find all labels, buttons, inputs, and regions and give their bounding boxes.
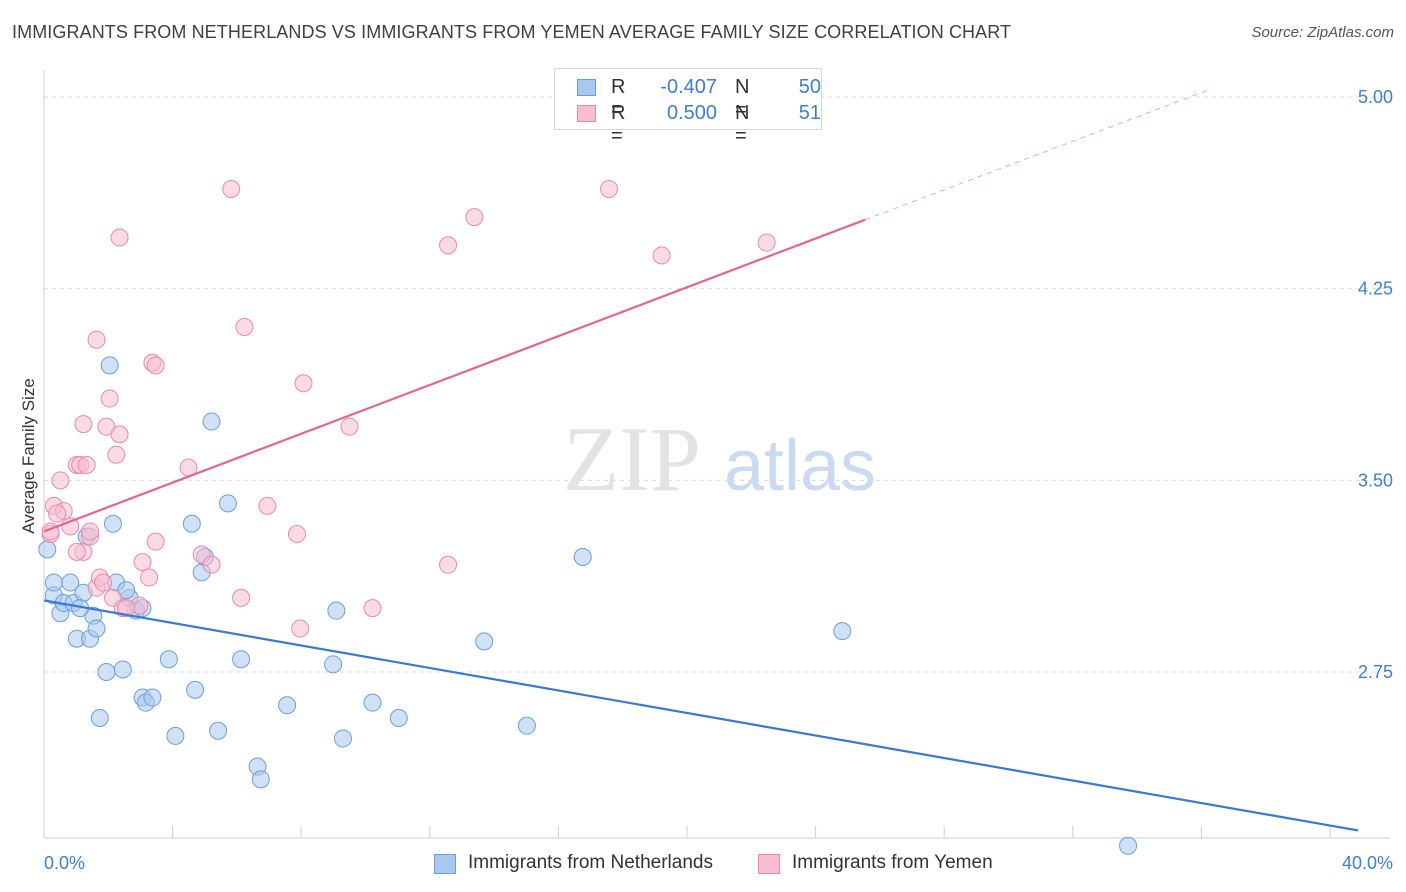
series-yemen-points — [41, 180, 776, 638]
trend-lines — [43, 88, 1359, 832]
data-point-yemen — [107, 445, 126, 464]
data-point-yemen — [287, 525, 306, 543]
legend-r-label: R = — [611, 102, 626, 147]
data-point-netherlands — [103, 514, 122, 533]
legend-r-value: 0.500 — [666, 102, 717, 124]
data-point-yemen — [222, 180, 241, 198]
chart-title: IMMIGRANTS FROM NETHERLANDS VS IMMIGRANT… — [12, 22, 1012, 42]
data-point-netherlands — [389, 709, 408, 727]
legend-swatch-pink — [577, 105, 596, 122]
data-point-netherlands — [363, 693, 382, 712]
legend-swatch-pink — [758, 854, 780, 874]
data-point-yemen — [51, 471, 70, 490]
y-tick-label: 3.50 — [1358, 470, 1393, 490]
x-tick-label-max: 40.0% — [1342, 853, 1393, 873]
data-point-netherlands — [143, 688, 162, 707]
data-point-yemen — [202, 555, 221, 574]
data-point-netherlands — [113, 660, 132, 679]
data-point-yemen — [146, 532, 165, 551]
data-point-netherlands — [186, 680, 205, 699]
data-point-yemen — [439, 555, 458, 574]
series-legend-label: Immigrants from Netherlands — [468, 852, 713, 873]
legend-swatch-blue — [434, 854, 456, 874]
data-point-yemen — [133, 553, 152, 572]
data-point-yemen — [94, 573, 113, 592]
data-point-netherlands — [87, 619, 106, 638]
trend-line-yemen — [43, 218, 866, 533]
data-point-yemen — [652, 246, 671, 265]
data-point-yemen — [117, 599, 136, 618]
data-point-yemen — [80, 522, 99, 541]
x-tick-label-min: 0.0% — [44, 853, 85, 873]
grid-lines — [44, 96, 1390, 673]
data-point-netherlands — [97, 663, 116, 681]
y-axis-label: Average Family Size — [19, 378, 38, 534]
data-point-yemen — [74, 415, 93, 434]
data-point-yemen — [258, 496, 277, 515]
data-point-netherlands — [475, 632, 494, 651]
data-point-yemen — [439, 236, 458, 255]
data-point-netherlands — [44, 573, 63, 592]
source-label: Source: ZipAtlas.com — [1251, 24, 1394, 41]
legend-r-value: -0.407 — [660, 76, 717, 98]
legend-r-label: R = — [611, 76, 626, 121]
data-point-yemen — [232, 588, 251, 607]
data-point-yemen — [363, 599, 382, 618]
series-legend-label: Immigrants from Yemen — [792, 852, 993, 873]
y-tick-label: 2.75 — [1358, 662, 1393, 682]
watermark-atlas: atlas — [724, 426, 876, 506]
data-point-netherlands — [232, 650, 251, 669]
data-point-netherlands — [278, 696, 297, 715]
data-point-yemen — [235, 318, 254, 336]
y-tick-label: 5.00 — [1358, 87, 1393, 107]
data-point-netherlands — [166, 726, 185, 745]
data-point-yemen — [340, 417, 359, 436]
data-point-yemen — [600, 180, 619, 198]
trend-extrapolation-yemen — [865, 88, 1211, 221]
legend-n-label: N = — [735, 76, 750, 121]
data-point-netherlands — [218, 494, 237, 513]
legend-n-value: 51 — [798, 102, 821, 124]
data-point-yemen — [100, 389, 119, 408]
data-point-netherlands — [333, 729, 352, 748]
watermark-zip: ZIP — [563, 408, 701, 510]
data-point-netherlands — [517, 716, 536, 735]
data-point-netherlands — [327, 601, 346, 620]
legend-swatch-blue — [577, 79, 596, 96]
data-point-yemen — [67, 542, 86, 561]
data-point-netherlands — [182, 514, 201, 533]
data-point-netherlands — [251, 770, 270, 789]
y-tick-label: 4.25 — [1358, 279, 1393, 299]
data-point-netherlands — [90, 709, 109, 727]
data-point-yemen — [757, 233, 776, 252]
y-tick-labels: 2.75 3.50 4.25 5.00 — [1358, 87, 1393, 682]
data-point-yemen — [77, 456, 96, 474]
trend-line-netherlands — [43, 599, 1359, 832]
axes — [43, 70, 1390, 839]
data-point-yemen — [140, 568, 159, 587]
data-point-yemen — [294, 374, 313, 393]
data-point-yemen — [291, 619, 310, 638]
data-point-yemen — [146, 356, 165, 375]
data-point-netherlands — [61, 573, 80, 592]
data-point-netherlands — [100, 356, 119, 375]
data-point-netherlands — [202, 412, 221, 431]
stats-legend: R = -0.407 N = 50 R = 0.500 N = 51 — [554, 68, 822, 147]
data-point-netherlands — [833, 622, 852, 641]
data-point-yemen — [87, 330, 106, 349]
data-point-netherlands — [1119, 836, 1138, 855]
data-point-yemen — [110, 425, 129, 444]
data-point-netherlands — [159, 650, 178, 669]
legend-n-value: 50 — [798, 76, 821, 98]
data-point-yemen — [465, 208, 484, 227]
watermark: ZIP atlas — [563, 408, 876, 510]
data-point-netherlands — [209, 721, 228, 740]
legend-n-label: N = — [735, 102, 750, 147]
data-point-yemen — [110, 228, 129, 247]
data-point-netherlands — [324, 655, 343, 674]
data-point-yemen — [48, 504, 67, 523]
data-point-netherlands — [38, 540, 57, 559]
data-point-netherlands — [573, 548, 592, 566]
